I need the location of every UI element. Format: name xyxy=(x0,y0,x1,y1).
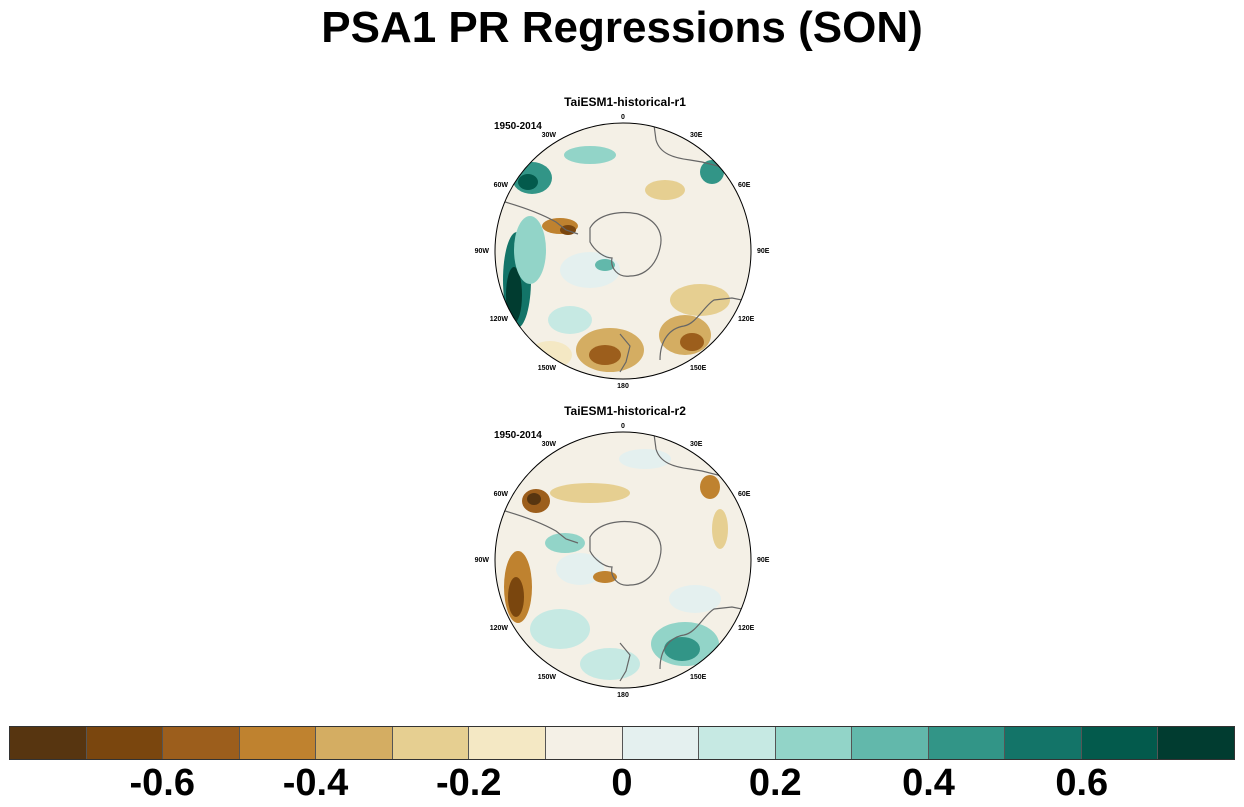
anomaly-patch xyxy=(645,180,685,200)
anomaly-patch xyxy=(593,571,617,583)
lon-label: 120E xyxy=(738,316,755,323)
lon-label: 90W xyxy=(475,557,490,564)
colorbar-box xyxy=(622,727,700,759)
anomaly-patch xyxy=(506,267,522,323)
figure-title: PSA1 PR Regressions (SON) xyxy=(321,3,923,52)
colorbar-box xyxy=(86,727,164,759)
anomaly-patch xyxy=(712,509,728,549)
anomaly-patch xyxy=(556,553,604,585)
lon-label: 60W xyxy=(494,491,509,498)
colorbar-box xyxy=(699,727,776,759)
polar-map: 0 30E 60E 90E 120E 150E 180 150W 120W 90… xyxy=(475,114,770,390)
lon-label: 150W xyxy=(538,674,557,681)
lon-label: 120W xyxy=(490,316,509,323)
lon-label: 30W xyxy=(542,132,557,139)
longitude-labels: 0 30E 60E 90E 120E 150E 180 150W 120W 90… xyxy=(475,423,770,699)
colorbar-tick-label: -0.4 xyxy=(282,762,349,804)
lon-label: 60E xyxy=(738,491,751,498)
anomaly-patch xyxy=(514,216,546,284)
anomaly-patch xyxy=(527,493,541,505)
lon-label: 150W xyxy=(538,365,557,372)
australia-outline xyxy=(659,606,751,670)
colorbar-box xyxy=(928,727,1006,759)
lon-label: 150E xyxy=(690,365,707,372)
colorbar-box xyxy=(316,727,393,759)
colorbar-box xyxy=(1081,727,1159,759)
anomaly-patch xyxy=(508,577,524,617)
anomaly-patch xyxy=(545,533,585,553)
lon-label: 90E xyxy=(757,557,770,564)
lon-label: 60W xyxy=(494,182,509,189)
polar-map: 0 30E 60E 90E 120E 150E 180 150W 120W 90… xyxy=(475,423,770,699)
anomaly-patch xyxy=(589,345,621,365)
colorbar-tick-label: 0.2 xyxy=(748,762,802,804)
lon-label: 90W xyxy=(475,248,490,255)
anomaly-patch xyxy=(680,333,704,351)
south-america-outline xyxy=(497,199,579,235)
lon-label: 180 xyxy=(617,692,629,699)
anomaly-patch xyxy=(619,449,671,469)
colorbar-tick-label: 0 xyxy=(611,762,633,804)
lon-label: 0 xyxy=(621,114,625,121)
lon-label: 30E xyxy=(690,441,703,448)
africa-outline xyxy=(651,123,733,175)
anomaly-patch xyxy=(700,475,720,499)
anomaly-patch xyxy=(530,609,590,649)
colorbar-box xyxy=(852,727,929,759)
colorbar-tick-label: -0.6 xyxy=(129,762,195,804)
lon-label: 0 xyxy=(621,423,625,430)
lon-label: 150E xyxy=(690,674,707,681)
new-zealand-outline xyxy=(619,642,631,682)
australia-outline xyxy=(659,297,751,361)
south-america-outline xyxy=(497,508,579,544)
period-label: 1950-2014 xyxy=(494,121,542,132)
antarctica-outline xyxy=(589,211,662,277)
anomaly-patch xyxy=(550,483,630,503)
lon-label: 60E xyxy=(738,182,751,189)
lon-label: 30W xyxy=(542,441,557,448)
new-zealand-outline xyxy=(619,333,631,373)
antarctica-outline xyxy=(589,520,662,586)
colorbar-tick-label: -0.2 xyxy=(436,762,502,804)
colorbar-box xyxy=(10,727,87,759)
longitude-labels: 0 30E 60E 90E 120E 150E 180 150W 120W 90… xyxy=(475,114,770,390)
colorbar-box xyxy=(775,727,853,759)
lon-label: 120W xyxy=(490,625,509,632)
anomaly-patch xyxy=(664,637,700,661)
colorbar-box xyxy=(239,727,317,759)
colorbar-box xyxy=(1158,727,1234,759)
lon-label: 30E xyxy=(690,132,703,139)
anomaly-patch xyxy=(548,306,592,334)
anomaly-patch xyxy=(700,160,724,184)
colorbar-tick-label: 0.6 xyxy=(1055,762,1109,804)
colorbar-box xyxy=(392,727,470,759)
panel-title: TaiESM1-historical-r2 xyxy=(564,404,686,418)
panel-title: TaiESM1-historical-r1 xyxy=(564,95,686,109)
africa-outline xyxy=(651,432,733,484)
lon-label: 90E xyxy=(757,248,770,255)
anomaly-patch xyxy=(595,259,615,271)
anomaly-patch xyxy=(670,284,730,316)
anomaly-patch xyxy=(518,174,538,190)
colorbar-box xyxy=(163,727,240,759)
colorbar-box xyxy=(1005,727,1082,759)
period-label: 1950-2014 xyxy=(494,430,542,441)
colorbar xyxy=(9,726,1235,760)
anomaly-patch xyxy=(580,648,640,680)
lon-label: 180 xyxy=(617,383,629,390)
colorbar-tick-label: 0.4 xyxy=(902,762,955,804)
colorbar-box xyxy=(469,727,546,759)
lon-label: 120E xyxy=(738,625,755,632)
anomaly-patch xyxy=(564,146,616,164)
colorbar-box xyxy=(545,727,623,759)
anomaly-patch xyxy=(669,585,721,613)
